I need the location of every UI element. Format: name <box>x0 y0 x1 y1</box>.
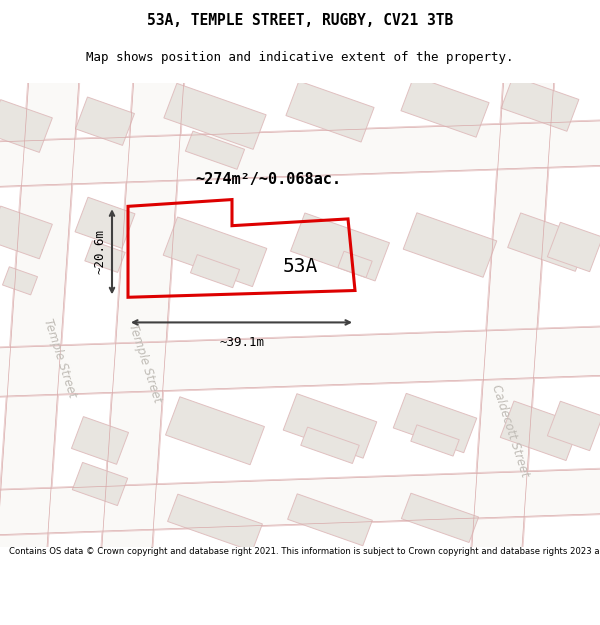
Polygon shape <box>411 425 459 456</box>
Polygon shape <box>287 494 373 546</box>
Polygon shape <box>401 493 479 542</box>
Polygon shape <box>469 61 556 578</box>
Polygon shape <box>0 326 600 398</box>
Polygon shape <box>403 213 497 278</box>
Polygon shape <box>167 494 262 551</box>
Polygon shape <box>0 61 81 578</box>
Polygon shape <box>401 76 489 138</box>
Polygon shape <box>286 81 374 142</box>
Polygon shape <box>2 267 38 295</box>
Text: ~20.6m: ~20.6m <box>94 229 107 274</box>
Text: Temple Street: Temple Street <box>126 322 164 404</box>
Polygon shape <box>0 119 600 188</box>
Text: 53A: 53A <box>283 257 317 276</box>
Polygon shape <box>71 417 128 464</box>
Text: ~274m²/~0.068ac.: ~274m²/~0.068ac. <box>195 172 341 187</box>
Polygon shape <box>0 206 52 259</box>
Text: Map shows position and indicative extent of the property.: Map shows position and indicative extent… <box>86 51 514 64</box>
Polygon shape <box>76 97 134 146</box>
Polygon shape <box>508 213 589 271</box>
Polygon shape <box>99 61 186 578</box>
Polygon shape <box>166 397 265 465</box>
Polygon shape <box>0 99 52 152</box>
Polygon shape <box>338 251 372 278</box>
Polygon shape <box>73 462 128 506</box>
Polygon shape <box>547 222 600 272</box>
Polygon shape <box>163 217 267 287</box>
Polygon shape <box>85 241 125 272</box>
Polygon shape <box>0 468 600 536</box>
Polygon shape <box>185 131 245 169</box>
Polygon shape <box>290 213 389 281</box>
Text: Caldecott Street: Caldecott Street <box>489 383 531 479</box>
Polygon shape <box>501 76 579 131</box>
Text: ~39.1m: ~39.1m <box>219 336 264 349</box>
Polygon shape <box>164 83 266 149</box>
Polygon shape <box>301 427 359 464</box>
Polygon shape <box>283 394 377 458</box>
Text: Temple Street: Temple Street <box>41 317 79 399</box>
Polygon shape <box>393 393 477 452</box>
Text: 53A, TEMPLE STREET, RUGBY, CV21 3TB: 53A, TEMPLE STREET, RUGBY, CV21 3TB <box>147 13 453 28</box>
Polygon shape <box>190 254 239 288</box>
Polygon shape <box>500 401 580 461</box>
Text: Contains OS data © Crown copyright and database right 2021. This information is : Contains OS data © Crown copyright and d… <box>9 548 600 556</box>
Polygon shape <box>75 198 135 248</box>
Polygon shape <box>547 401 600 451</box>
